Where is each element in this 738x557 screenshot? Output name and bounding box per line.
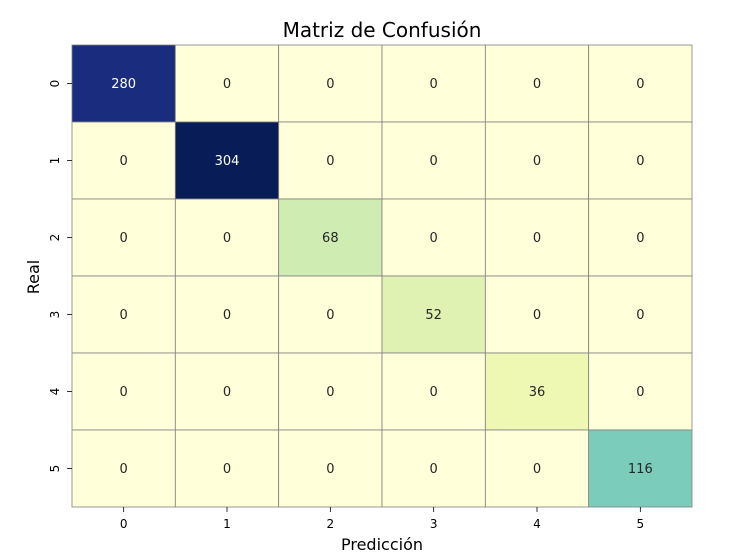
heatmap-cell-2-0 (71, 198, 176, 277)
cell-value-label-0-2: 0 (326, 77, 334, 92)
cell-value-label-2-5: 0 (636, 231, 644, 246)
x-tick-label-5: 5 (637, 517, 645, 531)
x-axis-label: Predicción (341, 535, 423, 554)
cell-value-label-4-3: 0 (430, 385, 438, 400)
heatmap-cell-0-4 (484, 44, 590, 123)
heatmap-cell-2-3 (381, 198, 486, 277)
heatmap-cell-2-2 (278, 198, 383, 277)
heatmap-cell-1-5 (588, 121, 693, 200)
cell-value-label-3-5: 0 (636, 308, 644, 323)
cell-value-label-1-0: 0 (120, 154, 128, 169)
heatmap-cell-4-4 (484, 352, 590, 431)
x-axis: 0 1 2 3 4 5 (120, 507, 644, 531)
heatmap-cell-3-1 (174, 275, 280, 354)
y-tick-label-3: 3 (48, 311, 62, 319)
chart-title: Matriz de Confusión (283, 18, 482, 42)
heatmap-cell-0-3 (381, 44, 486, 123)
cell-value-label-5-2: 0 (326, 462, 334, 477)
heatmap-cell-4-5 (588, 352, 693, 431)
cell-value-label-2-2: 68 (322, 231, 339, 246)
heatmap-cell-1-3 (381, 121, 486, 200)
x-tick-label-4: 4 (533, 517, 541, 531)
heatmap-cell-4-3 (381, 352, 486, 431)
heatmap-cell-0-1 (174, 44, 280, 123)
heatmap-cell-3-2 (278, 275, 383, 354)
cell-value-label-0-1: 0 (223, 77, 231, 92)
cell-value-label-2-3: 0 (430, 231, 438, 246)
cell-value-label-1-1: 304 (215, 154, 240, 169)
heatmap-cell-4-0 (71, 352, 176, 431)
cell-value-label-3-2: 0 (326, 308, 334, 323)
heatmap-cell-3-4 (484, 275, 590, 354)
cell-value-label-1-4: 0 (533, 154, 541, 169)
x-tick-label-2: 2 (327, 517, 335, 531)
cell-value-label-0-0: 280 (111, 77, 136, 92)
cell-value-label-5-4: 0 (533, 462, 541, 477)
cell-value-label-5-0: 0 (120, 462, 128, 477)
x-tick-label-0: 0 (120, 517, 128, 531)
cell-value-label-0-5: 0 (636, 77, 644, 92)
heatmap-cell-2-1 (174, 198, 280, 277)
heatmap-cell-4-2 (278, 352, 383, 431)
cell-value-label-5-1: 0 (223, 462, 231, 477)
heatmap-cell-2-4 (484, 198, 590, 277)
heatmap-cell-0-5 (588, 44, 693, 123)
heatmap-cell-3-0 (71, 275, 176, 354)
y-axis-label: Real (24, 260, 43, 295)
x-tick-label-1: 1 (223, 517, 231, 531)
cell-value-label-1-5: 0 (636, 154, 644, 169)
y-tick-label-0: 0 (48, 80, 62, 88)
cell-value-label-3-4: 0 (533, 308, 541, 323)
y-tick-label-4: 4 (48, 388, 62, 396)
y-tick-label-5: 5 (48, 465, 62, 473)
cell-value-label-5-5: 116 (628, 462, 653, 477)
cell-value-label-3-0: 0 (120, 308, 128, 323)
cell-value-label-0-4: 0 (533, 77, 541, 92)
heatmap-cell-3-5 (588, 275, 693, 354)
cell-value-label-4-0: 0 (120, 385, 128, 400)
heatmap-cell-5-4 (484, 429, 590, 508)
cell-value-label-2-4: 0 (533, 231, 541, 246)
cell-value-label-1-3: 0 (430, 154, 438, 169)
heatmap-cell-5-0 (71, 429, 176, 508)
cell-value-label-4-2: 0 (326, 385, 334, 400)
cell-value-label-3-3: 52 (425, 308, 442, 323)
cell-value-label-2-1: 0 (223, 231, 231, 246)
cell-value-label-0-3: 0 (430, 77, 438, 92)
cell-value-label-4-4: 36 (529, 385, 546, 400)
cell-value-label-4-1: 0 (223, 385, 231, 400)
cell-value-label-2-0: 0 (120, 231, 128, 246)
x-tick-label-3: 3 (430, 517, 438, 531)
heatmap-cell-0-2 (278, 44, 383, 123)
cell-value-label-4-5: 0 (636, 385, 644, 400)
heatmap-cell-2-5 (588, 198, 693, 277)
heatmap-cell-3-3 (381, 275, 486, 354)
y-tick-label-1: 1 (48, 157, 62, 165)
heatmap-cell-5-5 (588, 429, 693, 508)
y-axis: 0 1 2 3 4 5 (48, 80, 72, 473)
cell-value-label-3-1: 0 (223, 308, 231, 323)
heatmap-cell-1-1 (174, 121, 280, 200)
cell-value-label-1-2: 0 (326, 154, 334, 169)
y-tick-label-2: 2 (48, 234, 62, 242)
heatmap-cell-0-0 (71, 44, 176, 123)
cell-value-label-5-3: 0 (430, 462, 438, 477)
heatmap-cells: 280 0 0 0 0 0 0 304 0 0 0 0 0 0 68 0 0 0 0 0 0 52 0 0 0 0 0 0 36 0 0 0 0… (71, 44, 693, 508)
